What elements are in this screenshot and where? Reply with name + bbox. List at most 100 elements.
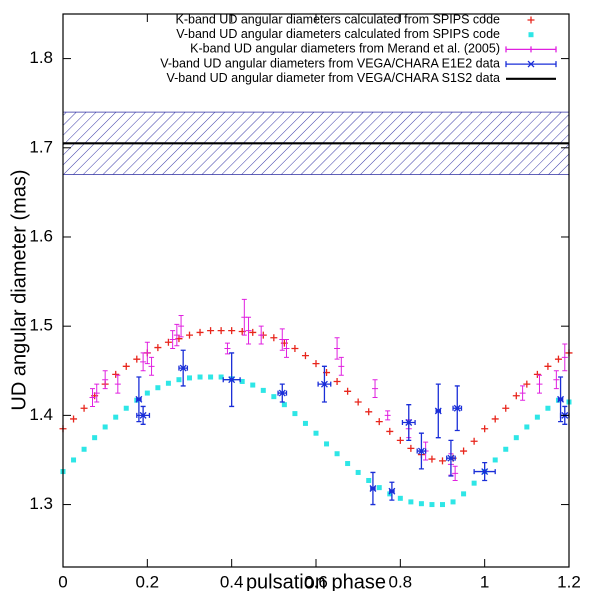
error-bar [140,352,147,372]
error-bar [148,356,155,376]
legend-symbol [505,60,557,68]
legend-label: K-band UD angular diameters calculated f… [176,12,501,26]
plus-marker [533,370,541,378]
plus-marker [386,427,394,435]
square-marker [324,441,330,447]
square-marker [440,502,445,508]
error-bar [222,352,241,408]
plus-marker [301,352,309,360]
plus-marker [344,387,352,395]
x-tick-label: 1 [480,572,489,591]
y-tick-label: 1.6 [29,226,53,245]
y-tick-label: 1.5 [29,316,53,335]
plus-marker [407,444,415,452]
plus-marker [291,344,299,352]
y-axis-label: UD angular diameter (mas) [8,169,30,410]
legend-label: V-band UD angular diameter from VEGA/CHA… [167,71,501,85]
x-tick-label: 0.2 [136,572,160,591]
plus-marker [439,457,446,465]
square-marker [187,375,192,381]
error-bar [224,342,231,355]
error-bar [536,374,543,394]
plus-marker [122,362,130,370]
square-marker [366,477,372,483]
x-tick-label: 1.2 [557,572,581,591]
plus-marker [228,327,236,335]
error-bar [384,410,391,421]
square-marker [123,405,129,411]
plus-marker [544,362,552,370]
x-tick-label: 0.4 [220,572,244,591]
plus-marker [186,331,193,339]
square-marker [218,374,224,380]
square-marker [250,382,256,388]
square-marker [260,387,266,393]
square-marker [503,446,509,452]
legend-symbol [528,32,534,38]
square-marker [450,499,456,505]
square-marker [355,469,361,475]
error-bar [279,328,286,351]
square-marker [271,394,277,400]
square-marker [281,402,287,408]
legend-symbol [505,46,557,53]
legend-label: V-band UD angular diameters calculated f… [176,27,500,41]
error-bar [338,356,345,376]
legend-label: K-band UD angular diameters from Merand … [190,42,500,56]
error-bar [102,370,109,390]
plus-marker [460,447,468,455]
square-marker [429,502,435,508]
plus-marker [70,415,78,423]
error-bar [144,341,151,365]
plus-marker [523,380,531,388]
square-marker [292,411,298,417]
square-marker [345,461,351,467]
square-marker [418,501,424,507]
square-marker [155,385,161,391]
error-bar [446,439,456,477]
error-bar [114,374,121,394]
square-marker [492,457,498,463]
plus-marker [554,355,562,363]
plus-marker [270,334,278,342]
plus-marker [154,344,162,352]
error-bar [416,432,427,470]
plus-marker [512,392,520,400]
error-bar [245,316,252,345]
error-bar [473,461,496,482]
x-tick-label: 0.6 [304,572,328,591]
error-bar [89,388,96,407]
square-marker [208,374,214,380]
square-marker [165,380,171,386]
y-tick-label: 1.4 [29,405,53,424]
plot-area [59,111,573,508]
error-bar [173,323,180,347]
error-bar [283,339,290,358]
plus-marker [396,436,404,444]
square-marker [461,491,467,497]
error-bar [452,465,459,481]
error-bar [557,376,565,423]
plus-marker [112,370,120,378]
square-marker [334,451,340,457]
square-marker [144,390,150,396]
error-bar [372,379,379,399]
plus-marker [375,418,383,426]
x-axis-label: pulsation phase [246,571,386,591]
plus-marker [428,455,436,463]
error-bar [369,471,377,506]
square-marker [102,424,108,430]
plus-marker [196,328,204,336]
plus-marker [249,328,257,336]
legend-symbol [527,16,535,24]
y-tick-label: 1.8 [29,48,53,67]
square-marker [197,374,203,380]
square-marker [524,424,530,430]
plus-marker [207,327,215,335]
error-bar [334,337,341,360]
error-bar [277,383,288,403]
plus-marker [491,415,499,423]
error-bar [452,385,463,432]
error-bar [317,365,332,403]
